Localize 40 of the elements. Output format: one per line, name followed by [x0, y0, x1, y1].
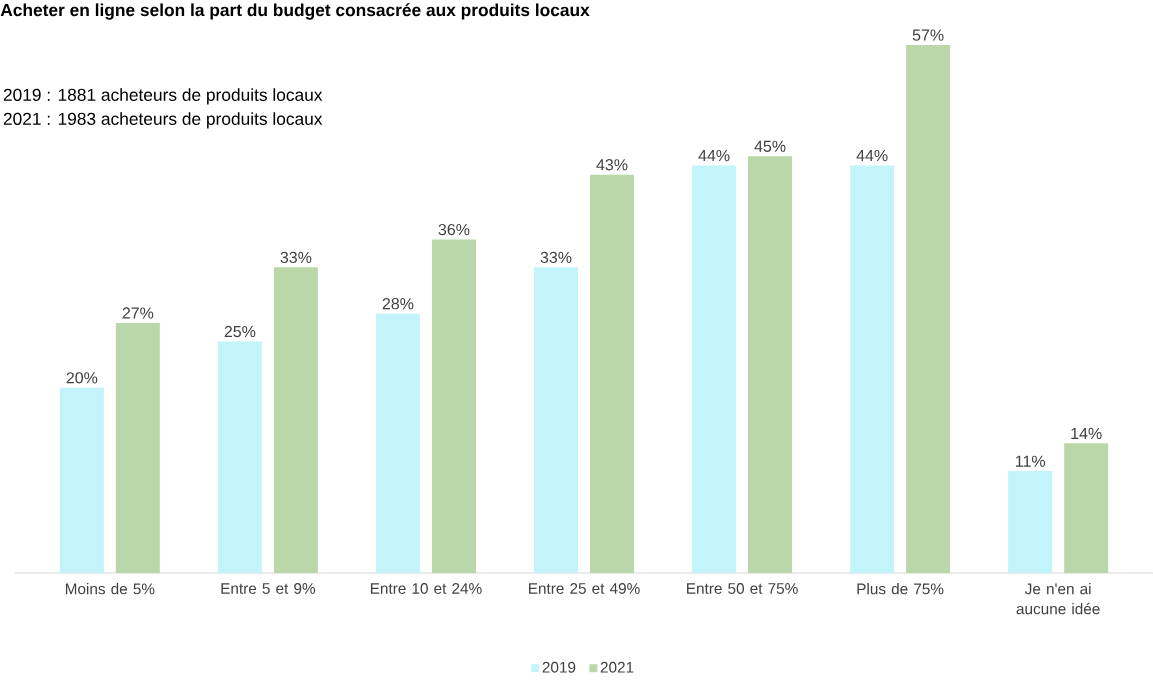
data-label: 57% — [912, 29, 944, 41]
legend-label: 2019 — [542, 661, 576, 673]
chart-title: Acheter en ligne selon la part du budget consacrée aux produits locaux — [0, 3, 590, 20]
data-label: 44% — [856, 149, 888, 162]
x-tick-label: Moins de 5% — [65, 583, 155, 595]
x-tick-label: Entre 50 et 75% — [687, 583, 798, 594]
bar — [375, 313, 420, 573]
data-label: 27% — [122, 307, 154, 319]
data-label: 33% — [540, 251, 572, 264]
x-tick-label: Entre 10 et 24% — [370, 583, 482, 594]
bar — [59, 387, 104, 573]
bar — [906, 45, 951, 573]
data-label: 25% — [224, 325, 256, 338]
data-label: 28% — [382, 298, 414, 310]
bar — [1064, 443, 1109, 573]
data-label: 33% — [280, 251, 312, 264]
data-label: 20% — [66, 372, 98, 384]
bar — [1008, 471, 1053, 573]
bar — [217, 341, 262, 573]
annotation: 2021 : 1983 acheteurs de produits locaux — [3, 112, 323, 129]
annotation: 2019 : 1881 acheteurs de produits locaux — [3, 88, 323, 105]
bar — [692, 165, 737, 573]
data-label: 14% — [1071, 427, 1102, 440]
bar — [590, 174, 634, 573]
data-label: 45% — [754, 140, 786, 152]
x-tick-label: Je n'en ai aucune idée — [1016, 583, 1100, 615]
x-tick-label: Plus de 75% — [857, 583, 944, 595]
bar — [850, 165, 895, 573]
bar — [115, 322, 160, 573]
data-label: 43% — [596, 159, 628, 171]
x-tick-label: Entre 5 et 9% — [221, 583, 316, 594]
bar — [273, 267, 318, 573]
bar — [431, 239, 476, 573]
data-label: 11% — [1015, 455, 1046, 467]
data-label: 36% — [438, 223, 470, 236]
bar — [534, 267, 578, 573]
bar — [748, 156, 793, 573]
data-label: 44% — [698, 149, 730, 162]
legend-label: 2021 — [600, 661, 634, 673]
x-tick-label: Entre 25 et 49% — [529, 583, 640, 594]
